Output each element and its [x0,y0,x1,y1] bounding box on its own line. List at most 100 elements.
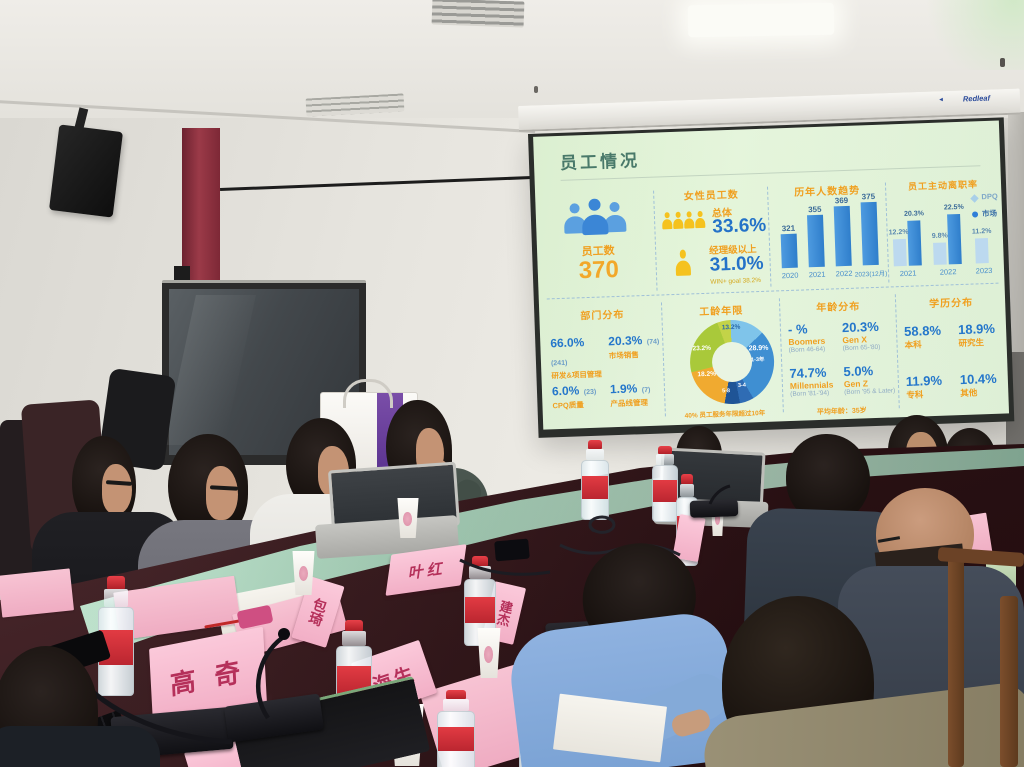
name-card-text: 高 奇 [169,655,247,701]
paper-cup [397,498,419,538]
pillar-bracket [174,266,190,282]
trend-bar-value: 321 [781,223,796,234]
foreground-shoulder [0,726,160,767]
tenure-seg-label: 28.9% [748,344,769,353]
trend-bar [807,214,825,268]
slide: 员工情况 员工数 370 女性员工数 [533,120,1010,430]
female-manager-value: 31.0% [709,252,764,276]
female-title: 女性员工数 [683,189,739,203]
dept-count: (241) [550,359,568,368]
manager-icon [675,249,691,276]
edu-label: 专科 [906,389,924,400]
turnover-value: 22.5% [943,203,964,212]
department-item: 1.9% (7) 产品线管理 [610,378,663,409]
turnover-value: 12.2% [888,228,909,237]
dept-pct: 1.9% [609,381,638,397]
age-item: 74.7% Millennials (Born '81-'94) [789,364,842,398]
dept-label: CPQ质量 [552,400,584,411]
pink-paper [0,568,74,618]
panel-department: 部门分布 66.0% (241) 研发&项目管理 20.3% (74) 市场销售… [545,303,663,427]
turnover-bar-dpq [892,238,907,267]
trend-bar-value: 369 [834,195,849,206]
female-icon [673,212,684,229]
sprinkler-icon-2 [534,86,538,93]
department-title: 部门分布 [580,309,625,323]
edu-label: 研究生 [958,337,985,349]
woman-black-blazer-face [102,464,132,514]
red-pillar [182,128,220,286]
turnover-bar-market [907,220,922,266]
panel-female: 女性员工数 总体 33.6% 经理级以上 31.0% WIN+ goal 38.… [655,185,771,295]
tenure-seg-label: 23.2% [692,344,712,353]
trend-bar [860,201,879,266]
department-item: 66.0% (241) 研发&项目管理 [550,332,606,381]
name-card-text: 叶 红 [407,559,444,583]
legend-market-label: 市场 [981,208,998,219]
tenure-seg-label: 3-4 [737,382,746,389]
edu-pct: 18.9% [957,320,996,338]
paper-cup [292,551,315,595]
corner-glow [920,0,1024,70]
turnover-x-label: 2023 [975,265,993,276]
female-overall-value: 33.6% [711,214,767,238]
gift-bag-handle [343,379,393,408]
female-icon [662,212,673,229]
female-goal-note: WIN+ goal 38.2% [710,276,762,286]
edu-pct: 58.8% [903,322,942,339]
tenure-title: 工龄年限 [699,305,744,319]
sprinkler-icon [1000,58,1005,67]
slide-title: 员工情况 [559,151,641,173]
trend-bar-value: 355 [807,204,822,215]
female-icon [684,211,695,228]
panel-trend: 历年人数趋势 321 355 369 375 2020 2021 2022 20… [771,181,887,291]
panel-age: 年龄分布 - % Boomers (Born 46-64) 20.3% Gen … [783,294,897,420]
turnover-value: 11.2% [971,227,992,236]
tenure-seg-label: 1-3年 [750,356,765,364]
age-note: 平均年龄：35岁 [816,407,867,417]
edu-pct: 11.9% [905,372,943,389]
ceiling-light [687,2,835,38]
panel-headcount: 员工数 370 [541,191,654,297]
turnover-x-label: 2022 [939,267,957,277]
microphone-base [689,499,739,518]
dept-label: 市场销售 [608,350,639,361]
trend-bar [833,205,852,267]
panel-education: 学历分布 58.8% 本科 18.9% 研究生 11.9% 专科 10.4% 其… [897,290,1009,416]
name-card-text: 包琦 [306,596,330,628]
department-item: 6.0% (23) CPQ质量 [552,380,607,411]
housing-brand-label: Redleaf [962,93,991,104]
dept-label: 研发&项目管理 [551,369,603,381]
trend-bar-value: 375 [861,191,876,202]
ceiling-vent [431,0,525,28]
wall-cable-line [220,176,532,191]
headcount-value: 370 [578,255,620,285]
turnover-bar-dpq [933,242,947,265]
trend-bar [780,233,798,269]
education-item: 18.9% 研究生 [958,320,1007,349]
age-item: - % Boomers (Born 46-64) [788,320,841,354]
phone-on-table [494,538,530,562]
wooden-chair-post [948,556,964,767]
panel-turnover: 员工主动离职率 DPQ 市场 12.2% 20.3% 9.8% 22.5% 11… [887,177,1003,287]
turnover-x-label: 2021 [899,268,917,279]
dept-pct: 6.0% [551,383,580,399]
age-item: 20.3% Gen X (Born 65-'80) [842,318,895,352]
people-icon [581,198,608,235]
age-range: (Born '95 & Later) [844,387,896,397]
woman-gray-cardigan-face [206,466,238,520]
department-item: 20.3% (74) 市场销售 [608,331,661,362]
turnover-value: 20.3% [903,210,925,218]
water-bottle [652,446,678,522]
panel-tenure: 工龄年限 13.2% 28.9% 1-3年 23.2% 18.2% 5-8 3-… [665,298,781,424]
age-range: (Born '81-'94) [790,389,830,399]
legend-market-icon [971,211,979,218]
education-item: 58.8% 本科 [904,322,955,351]
trend-x-label: 2020 [781,270,799,281]
turnover-title: 员工主动离职率 [907,179,979,192]
edu-pct: 10.4% [959,370,997,388]
legend-dpq-label: DPQ [981,191,998,202]
water-bottle [437,690,475,767]
wall-speaker [48,124,124,218]
projector-screen: 员工情况 员工数 370 女性员工数 [528,117,1015,438]
